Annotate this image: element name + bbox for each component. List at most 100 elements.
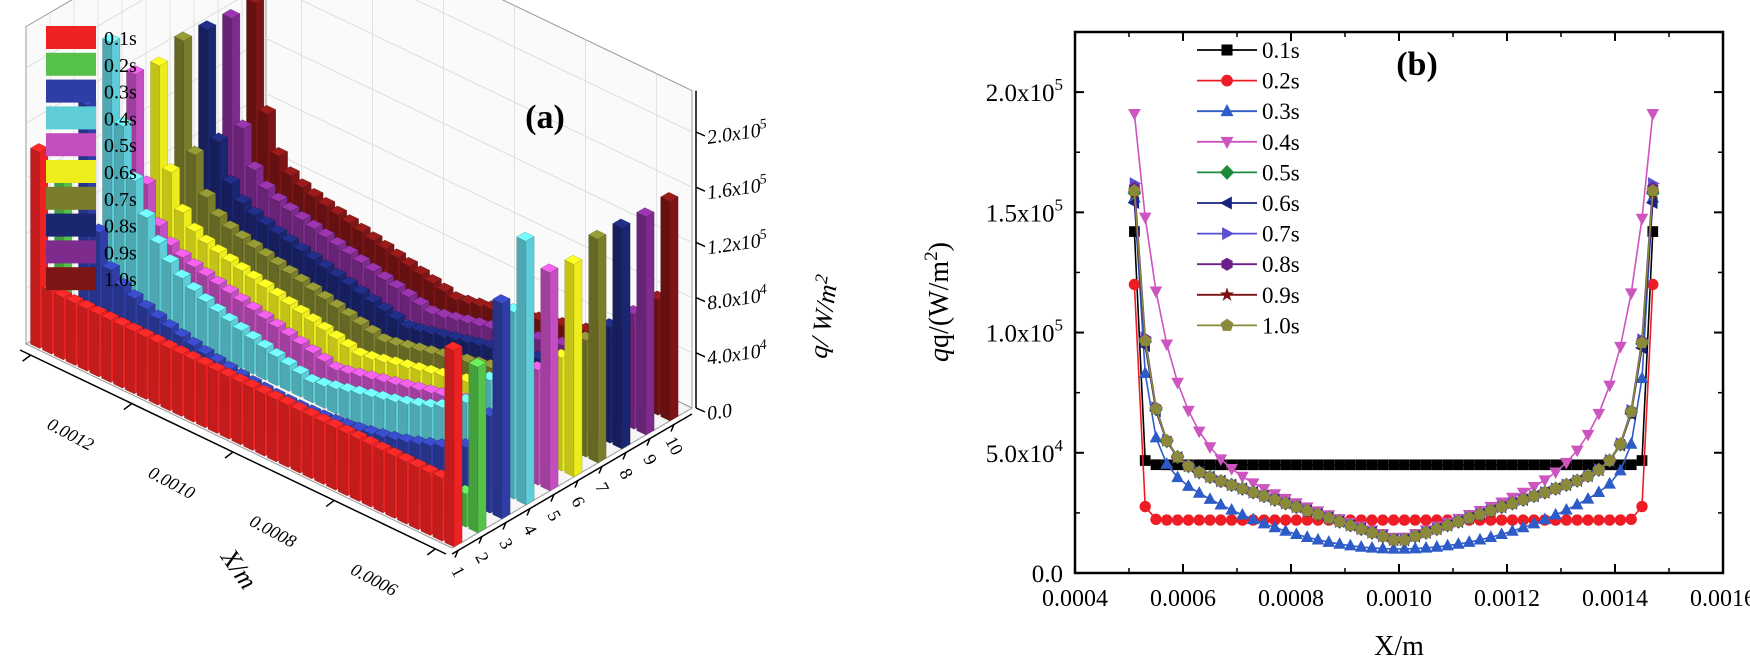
bar-face-top xyxy=(256,339,275,349)
depth-tick xyxy=(598,466,603,474)
data-point xyxy=(1485,459,1497,471)
bar-face-top xyxy=(315,352,334,363)
data-point xyxy=(1203,492,1217,504)
bar-face-top xyxy=(210,132,229,143)
bar-face-top xyxy=(385,447,404,457)
legend-label: 0.7s xyxy=(1262,222,1300,247)
bar-face-top xyxy=(375,333,394,343)
data-point xyxy=(1581,491,1595,504)
x-tick-label: 0.0006 xyxy=(348,559,401,600)
bar-face-top xyxy=(291,335,310,346)
x-tick xyxy=(426,548,436,556)
series-line xyxy=(1133,193,1654,541)
bar-face-left xyxy=(492,298,503,520)
data-point xyxy=(1473,532,1487,545)
data-point xyxy=(1527,481,1541,494)
legend-label: 0.1s xyxy=(1262,38,1300,63)
bar-face-top xyxy=(328,299,347,309)
series-1.0s xyxy=(1128,184,1660,546)
data-point xyxy=(1268,520,1282,533)
data-point xyxy=(1236,507,1249,520)
bar-face-top xyxy=(420,464,439,474)
bar-face-top xyxy=(292,242,311,252)
series-0.9s xyxy=(1127,185,1660,546)
bar-face-top xyxy=(268,256,287,266)
data-point xyxy=(1387,514,1400,526)
panel-a-3d-bar-chart: (a) 0.0 4.0x104 8.0x104 1.2x105 1.6x105 2.0x1… xyxy=(19,0,842,600)
data-point xyxy=(1193,459,1205,471)
data-point xyxy=(1377,514,1389,526)
bar-face-top xyxy=(197,267,216,277)
legend-swatch xyxy=(46,133,96,157)
bar-face-top xyxy=(304,313,323,323)
data-point xyxy=(1219,164,1235,180)
bar-face-top xyxy=(185,222,204,233)
data-point xyxy=(1398,514,1411,526)
bar-face-top xyxy=(349,430,368,440)
panel-a-legend: 0.1s 0.2s 0.3s 0.4s 0.5s 0.6s 0.7s 0.8s 0.9s 1.0s xyxy=(46,26,137,291)
data-point xyxy=(1550,459,1561,471)
data-point xyxy=(1484,530,1498,542)
data-point xyxy=(1203,470,1217,483)
data-point xyxy=(1220,318,1234,331)
data-point xyxy=(1220,104,1234,117)
data-point xyxy=(1236,471,1249,484)
legend-label: 0.3s xyxy=(1262,99,1300,124)
legend-label: 0.4s xyxy=(1262,130,1300,155)
bar-face-top xyxy=(660,192,679,202)
depth-tick-label: 1 xyxy=(447,563,469,580)
bar-face-top xyxy=(233,230,252,240)
bar-face-top xyxy=(399,319,418,329)
x-tick-label: 0.0006 xyxy=(1150,586,1216,612)
bar-face-left xyxy=(432,473,443,542)
bar-face-top xyxy=(361,435,380,446)
bar-face-top xyxy=(328,267,347,278)
legend-label: 0.4s xyxy=(104,108,137,130)
bar-face-top xyxy=(209,244,228,254)
bar-face-top xyxy=(399,288,418,298)
bar-face-top xyxy=(77,299,96,310)
legend-swatch xyxy=(46,160,96,183)
bar-face-top xyxy=(375,302,394,312)
data-point xyxy=(1527,516,1541,529)
data-point xyxy=(1225,503,1238,515)
bar-face-top xyxy=(364,262,383,272)
bar-face-top xyxy=(172,345,191,355)
data-point xyxy=(1128,184,1141,197)
bar-face-top xyxy=(268,318,287,328)
bar-face-top xyxy=(362,425,381,435)
x-tick xyxy=(22,354,32,362)
bar-face-top xyxy=(339,338,358,349)
depth-tick-label: 7 xyxy=(591,479,613,496)
bar-face-top xyxy=(173,203,192,214)
legend-swatch xyxy=(46,106,96,130)
bar-face-top xyxy=(387,310,406,321)
legend-label: 1.0s xyxy=(104,269,137,291)
data-point xyxy=(1495,514,1508,526)
data-point xyxy=(1139,455,1151,466)
data-point xyxy=(1560,514,1573,526)
data-point xyxy=(1570,497,1584,510)
legend-item-0.2s: 0.2s xyxy=(46,52,137,77)
bar xyxy=(516,231,535,506)
legend-label: 0.8s xyxy=(104,216,137,238)
bar xyxy=(660,192,679,422)
data-point xyxy=(1279,514,1292,526)
bar-face-top xyxy=(303,373,322,384)
bar-face-top xyxy=(222,9,241,19)
bar-face-top xyxy=(281,233,300,244)
data-point xyxy=(1204,514,1216,526)
data-point xyxy=(1582,514,1594,526)
z-tick-label: 1.2x105 xyxy=(705,227,769,259)
series-0.8s xyxy=(1128,181,1659,547)
data-point xyxy=(1268,493,1282,506)
data-point xyxy=(1484,504,1498,517)
bar-face-top xyxy=(161,254,180,264)
bar-face-top xyxy=(208,353,227,363)
legend-item-0.4s: 0.4s xyxy=(46,106,137,130)
bar-face-top xyxy=(244,270,263,280)
panel-b-label: (b) xyxy=(1396,46,1438,83)
bar-face-top xyxy=(316,259,335,269)
data-point xyxy=(1377,459,1389,471)
legend-label: 0.7s xyxy=(104,189,137,211)
